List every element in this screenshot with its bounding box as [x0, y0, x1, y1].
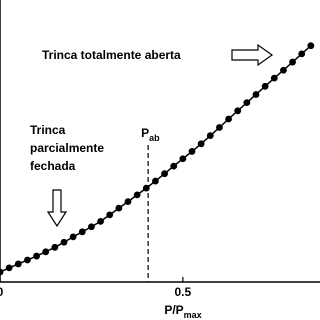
data-point — [88, 223, 95, 231]
annotation-closed: fechada — [30, 159, 76, 173]
data-point — [14, 260, 22, 268]
data-point — [124, 198, 132, 206]
data-point — [206, 132, 214, 140]
x-tick-label: 0 — [0, 285, 4, 299]
data-point — [33, 252, 40, 260]
data-point — [243, 99, 251, 107]
data-point — [179, 155, 187, 163]
data-point — [270, 74, 278, 82]
data-point — [161, 170, 168, 178]
data-point — [298, 50, 306, 58]
data-point — [261, 82, 269, 90]
x-axis-label-sub: max — [184, 310, 202, 320]
data-point — [307, 42, 315, 50]
data-point — [170, 162, 178, 170]
data-point — [225, 115, 232, 123]
x-axis-label-main: P/P — [164, 303, 183, 317]
data-point — [152, 177, 159, 185]
data-point — [115, 204, 123, 212]
data-point — [106, 211, 114, 219]
pab-label-main: P — [141, 126, 149, 140]
data-point — [78, 228, 86, 236]
data-point — [234, 107, 242, 115]
data-point — [188, 148, 196, 155]
data-point — [216, 124, 223, 131]
data-point — [5, 264, 13, 272]
data-point — [289, 58, 296, 66]
arrow-down — [46, 189, 68, 228]
data-point — [0, 268, 4, 276]
annotation-open: Trinca totalmente aberta — [42, 48, 181, 62]
data-point — [24, 256, 31, 264]
data-point — [60, 238, 68, 246]
data-point — [133, 191, 141, 199]
data-point — [51, 243, 59, 251]
data-point — [42, 248, 50, 256]
data-point — [280, 66, 287, 74]
x-axis-label: P/Pmax — [164, 303, 201, 320]
data-point — [197, 140, 205, 148]
arrow-right — [231, 43, 274, 67]
pab-label: Pab — [141, 126, 160, 143]
data-point — [252, 91, 260, 98]
annotation-closed: parcialmente — [30, 141, 104, 155]
annotation-closed: Trinca — [30, 123, 66, 137]
pab-label-sub: ab — [149, 133, 160, 143]
data-point — [69, 233, 77, 241]
data-point — [142, 184, 150, 192]
data-point — [97, 217, 104, 225]
x-tick-label: 0.5 — [175, 285, 192, 299]
